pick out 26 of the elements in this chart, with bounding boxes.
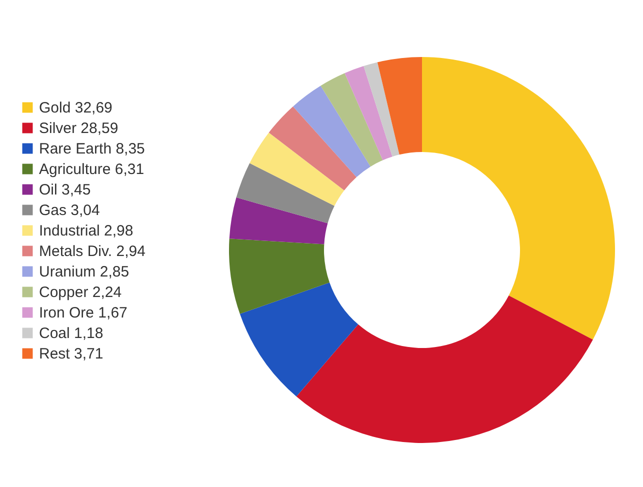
legend-label: Silver 28,59 xyxy=(39,120,118,137)
donut-slice xyxy=(236,163,334,224)
legend-label: Uranium 2,85 xyxy=(39,264,130,280)
legend-label: Industrial 2,98 xyxy=(39,222,134,240)
donut-slice xyxy=(344,66,392,160)
legend-label: Oil 3,45 xyxy=(39,182,91,198)
legend-label: Iron Ore 1,67 xyxy=(39,304,128,322)
legend-label: Gold 32,69 xyxy=(39,100,112,116)
donut-slice xyxy=(293,86,371,178)
legend-label: Rare Earth 8,35 xyxy=(39,140,145,158)
donut-slice xyxy=(296,296,593,443)
legend-label: Gas 3,04 xyxy=(39,202,100,219)
donut-slice xyxy=(377,57,422,155)
legend-label: Copper 2,24 xyxy=(39,284,122,301)
donut-slice xyxy=(250,132,344,206)
donut-slice xyxy=(268,106,356,190)
donut-slice xyxy=(240,282,358,397)
legend-label: Coal 1,18 xyxy=(39,325,104,342)
legend-label: Metals Div. 2,94 xyxy=(39,243,146,260)
donut-slice xyxy=(422,57,615,340)
legend-label: Agriculture 6,31 xyxy=(39,161,144,178)
legend-label: Rest 3,71 xyxy=(39,346,104,362)
donut-slice xyxy=(229,197,328,244)
donut-slice xyxy=(364,62,400,157)
donut-slice xyxy=(320,73,383,167)
donut-slice xyxy=(229,238,330,314)
